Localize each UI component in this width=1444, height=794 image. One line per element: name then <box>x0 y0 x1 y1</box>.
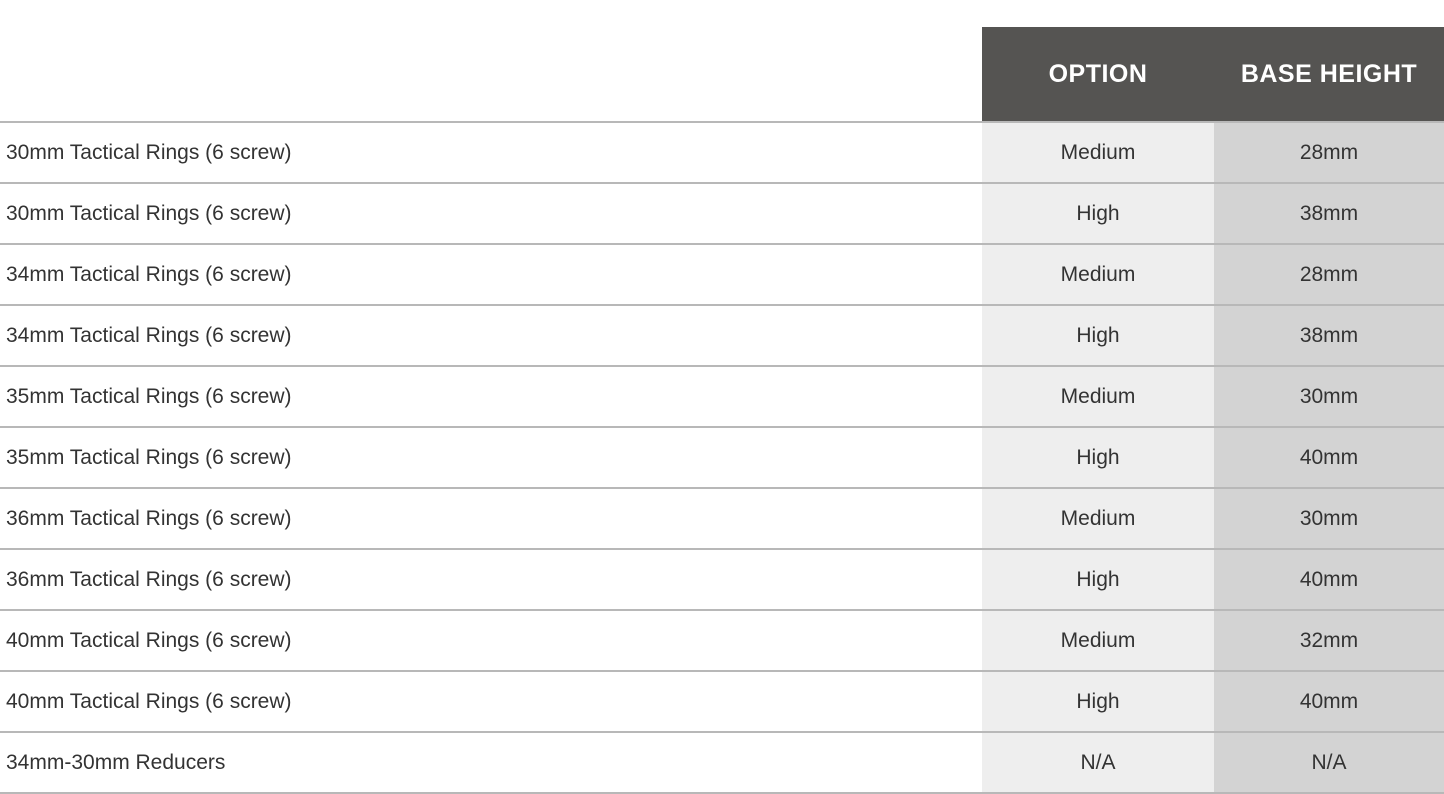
table-row: 34mm-30mm Reducers N/A N/A <box>0 731 1444 794</box>
column-header-base-height: BASE HEIGHT <box>1214 27 1444 122</box>
table-row: 34mm Tactical Rings (6 screw) Medium 28mm <box>0 243 1444 305</box>
cell-option: Medium <box>982 365 1214 427</box>
cell-option: Medium <box>982 487 1214 549</box>
cell-product-name: 34mm-30mm Reducers <box>0 731 982 794</box>
table-header: OPTION BASE HEIGHT <box>0 0 1444 123</box>
cell-base-height: 38mm <box>1214 182 1444 244</box>
cell-product-name: 30mm Tactical Rings (6 screw) <box>0 182 982 244</box>
cell-option: High <box>982 182 1214 244</box>
table-row: 36mm Tactical Rings (6 screw) Medium 30mm <box>0 487 1444 549</box>
table-row: 35mm Tactical Rings (6 screw) High 40mm <box>0 426 1444 488</box>
cell-option: N/A <box>982 731 1214 794</box>
cell-product-name: 36mm Tactical Rings (6 screw) <box>0 487 982 549</box>
cell-product-name: 35mm Tactical Rings (6 screw) <box>0 426 982 488</box>
cell-base-height: 40mm <box>1214 426 1444 488</box>
cell-product-name: 34mm Tactical Rings (6 screw) <box>0 243 982 305</box>
table-header-spacer-row <box>0 0 1444 27</box>
table-row: 30mm Tactical Rings (6 screw) Medium 28mm <box>0 121 1444 183</box>
cell-option: High <box>982 548 1214 610</box>
column-header-product <box>0 27 982 123</box>
cell-option: High <box>982 426 1214 488</box>
cell-product-name: 34mm Tactical Rings (6 screw) <box>0 304 982 366</box>
cell-base-height: 40mm <box>1214 670 1444 732</box>
cell-option: Medium <box>982 609 1214 671</box>
cell-product-name: 35mm Tactical Rings (6 screw) <box>0 365 982 427</box>
table-row: 34mm Tactical Rings (6 screw) High 38mm <box>0 304 1444 366</box>
cell-base-height: N/A <box>1214 731 1444 794</box>
cell-base-height: 28mm <box>1214 243 1444 305</box>
cell-base-height: 30mm <box>1214 487 1444 549</box>
header-spacer-option <box>982 0 1214 27</box>
cell-option: Medium <box>982 243 1214 305</box>
table-row: 40mm Tactical Rings (6 screw) High 40mm <box>0 670 1444 732</box>
cell-option: High <box>982 304 1214 366</box>
table-row: 40mm Tactical Rings (6 screw) Medium 32mm <box>0 609 1444 671</box>
cell-option: High <box>982 670 1214 732</box>
cell-base-height: 32mm <box>1214 609 1444 671</box>
table-row: 35mm Tactical Rings (6 screw) Medium 30mm <box>0 365 1444 427</box>
cell-base-height: 40mm <box>1214 548 1444 610</box>
table-header-row: OPTION BASE HEIGHT <box>0 27 1444 123</box>
cell-base-height: 38mm <box>1214 304 1444 366</box>
cell-base-height: 28mm <box>1214 121 1444 183</box>
table-body: 30mm Tactical Rings (6 screw) Medium 28mm 3… <box>0 121 1444 794</box>
cell-product-name: 40mm Tactical Rings (6 screw) <box>0 609 982 671</box>
cell-product-name: 36mm Tactical Rings (6 screw) <box>0 548 982 610</box>
cell-product-name: 40mm Tactical Rings (6 screw) <box>0 670 982 732</box>
table-row: 36mm Tactical Rings (6 screw) High 40mm <box>0 548 1444 610</box>
header-spacer-product <box>0 0 982 27</box>
column-header-option: OPTION <box>982 27 1214 122</box>
table-row: 30mm Tactical Rings (6 screw) High 38mm <box>0 182 1444 244</box>
header-spacer-height <box>1214 0 1444 27</box>
cell-product-name: 30mm Tactical Rings (6 screw) <box>0 121 982 183</box>
cell-base-height: 30mm <box>1214 365 1444 427</box>
cell-option: Medium <box>982 121 1214 183</box>
